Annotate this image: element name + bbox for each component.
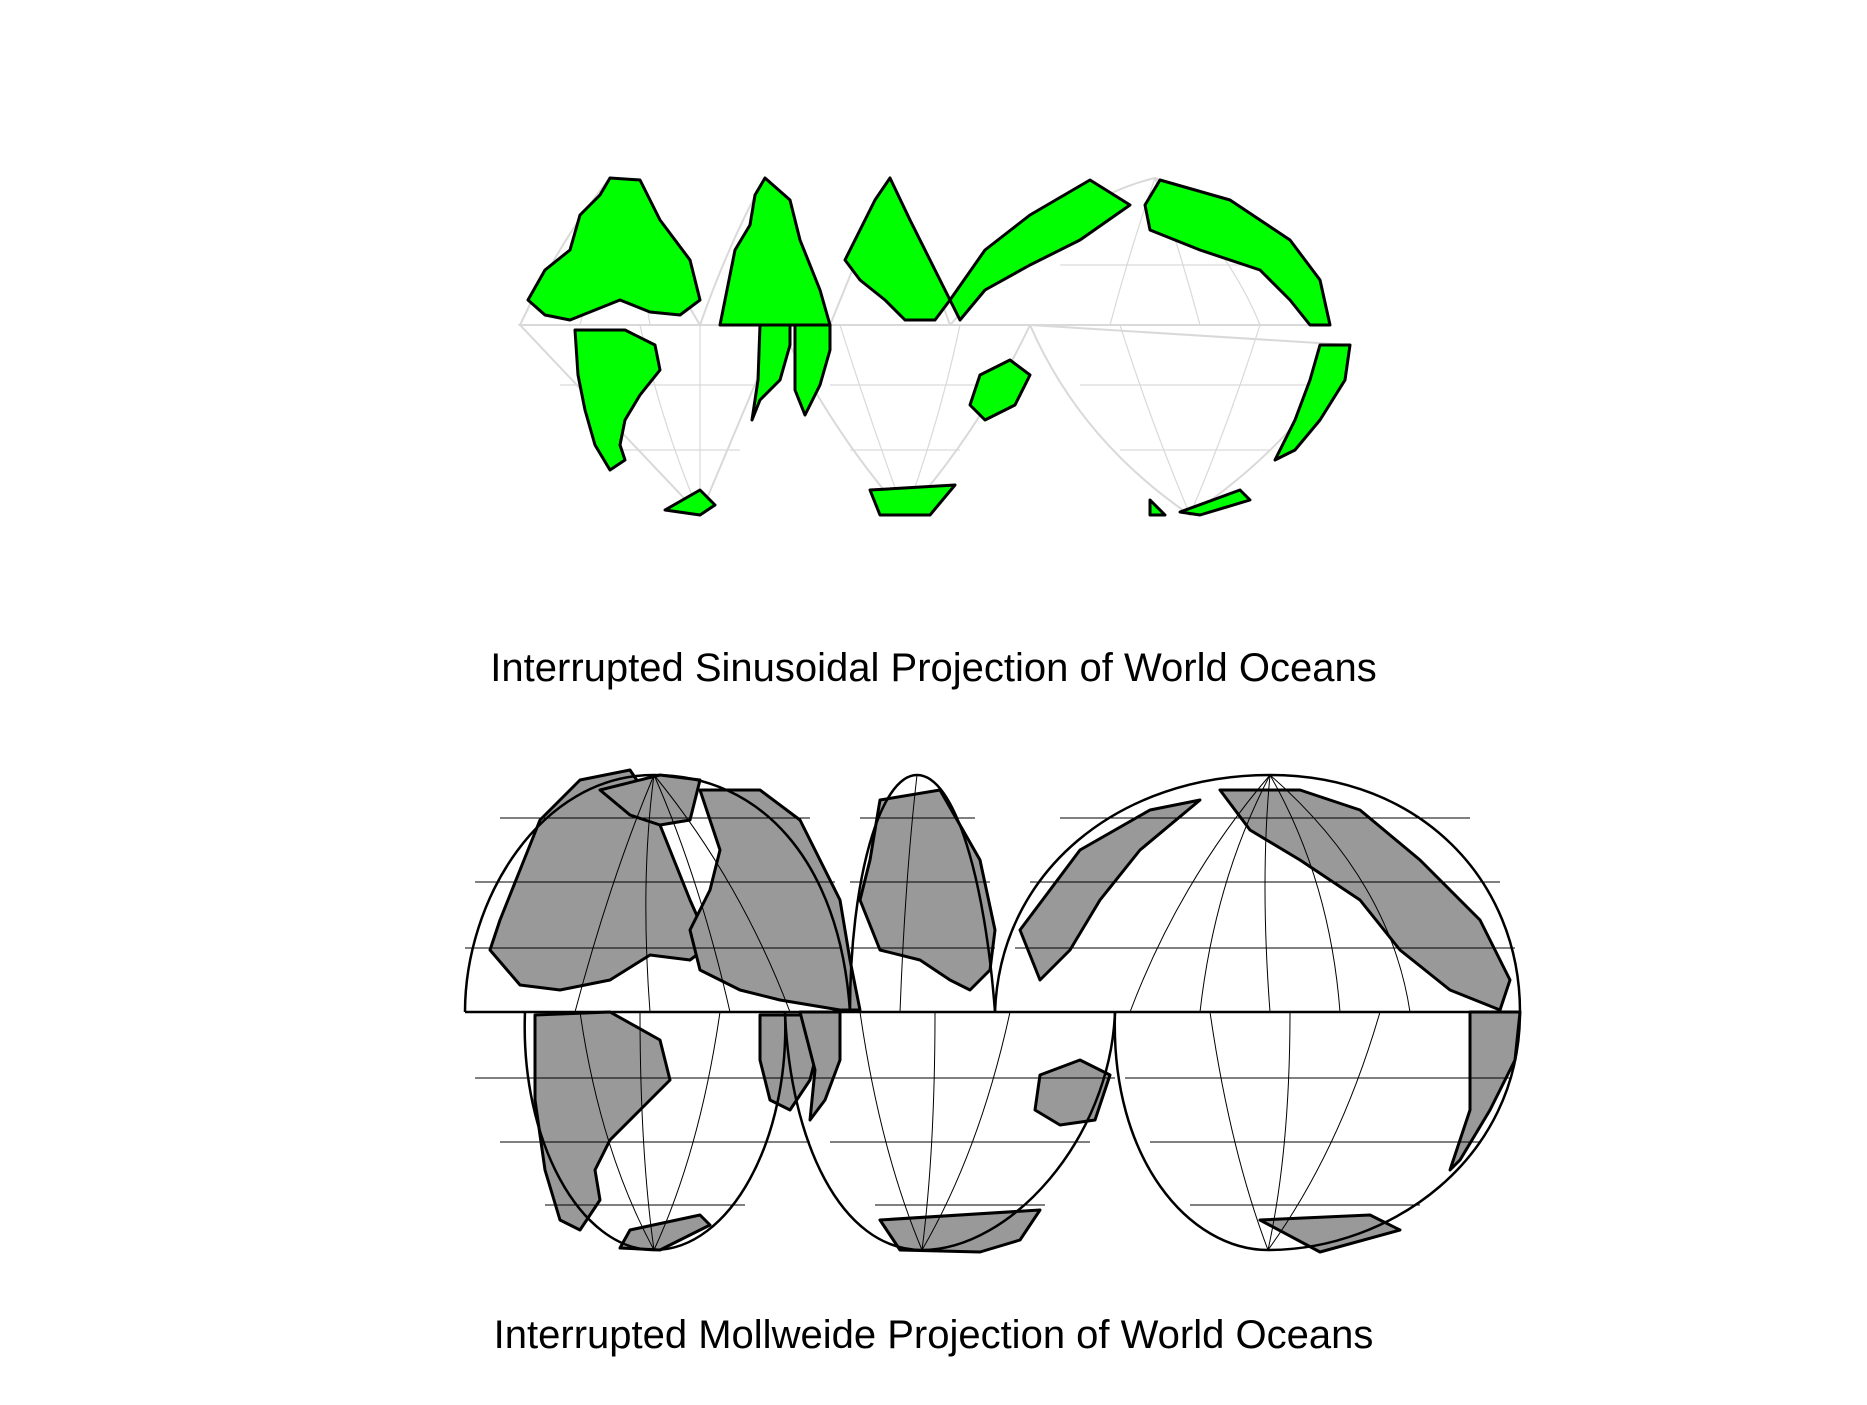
land-antarctica-1 [618,1213,712,1252]
sinusoidal-map [517,175,1352,517]
land-antarctica-4 [1178,488,1252,517]
land-antarctica-2 [878,1208,1042,1254]
land-south-america [573,328,662,472]
land-antarctica-3 [1148,498,1167,517]
mollweide-land [488,768,1522,1254]
land-asia-east [948,178,1132,322]
land-asia-west [843,176,952,322]
land-antarctica-3 [1258,1213,1402,1254]
sinusoidal-caption: Interrupted Sinusoidal Projection of Wor… [490,646,1377,690]
land-europe-africa [688,788,862,1012]
land-north-america-west [1143,178,1332,327]
mollweide-outline [463,773,1522,1252]
land-south-america-west [1448,1010,1522,1172]
land-antarctica-2 [868,483,957,517]
sinusoidal-graticule [560,177,1320,516]
mollweide-map [463,768,1522,1254]
land-africa-south [750,323,792,422]
mollweide-caption: Interrupted Mollweide Projection of Worl… [493,1313,1374,1357]
land-europe-africa-north [718,176,832,327]
land-north-america-west [1218,788,1512,1012]
land-asia-lobe [858,788,997,992]
land-africa-east [793,323,832,417]
land-antarctica-1 [663,488,717,517]
land-north-america [526,176,702,322]
sinusoidal-land [526,176,1352,517]
land-east-asia [1018,798,1202,982]
land-australia [968,358,1032,422]
land-south-america-west [1273,343,1352,462]
land-australia [1033,1058,1112,1127]
